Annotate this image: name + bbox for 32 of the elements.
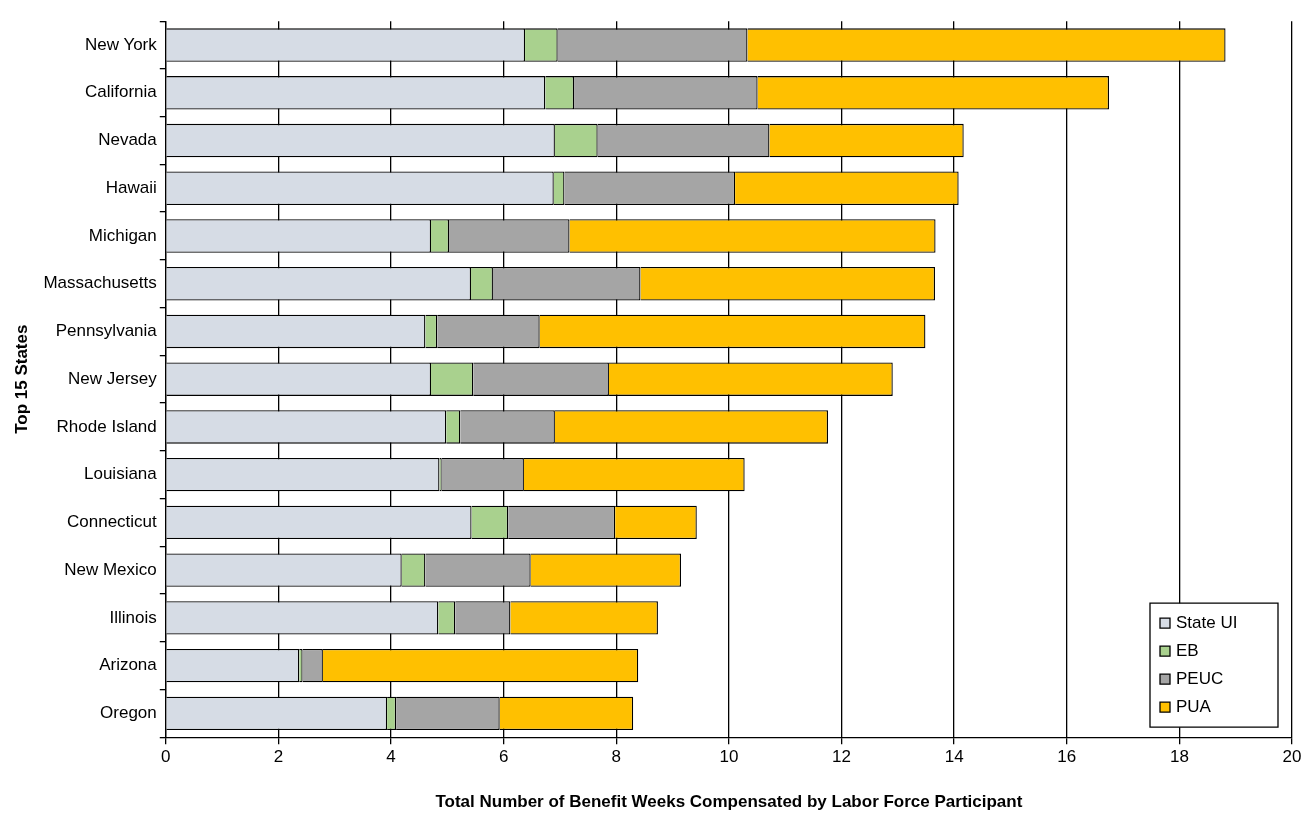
x-tick-label: 18 [1169, 747, 1189, 767]
x-tick-label: 10 [719, 747, 739, 767]
legend-label: State UI [1176, 612, 1238, 632]
x-tick-label: 0 [161, 747, 171, 767]
x-tick-label: 20 [1282, 747, 1302, 767]
y-tick-label: Connecticut [67, 512, 158, 532]
legend-label: EB [1176, 640, 1199, 660]
x-tick-label: 12 [832, 747, 851, 767]
y-tick-label: New Mexico [64, 559, 157, 579]
x-tick-label: 16 [1057, 747, 1077, 767]
y-tick-label: Illinois [109, 607, 157, 627]
y-tick-label: Massachusetts [43, 273, 157, 293]
x-tick-label: 2 [273, 747, 284, 767]
y-tick-label: California [84, 82, 158, 102]
y-tick-label: Michigan [88, 225, 157, 245]
x-tick-label: 8 [611, 747, 621, 767]
y-axis-title: Top 15 States [11, 324, 31, 434]
x-tick-label: 4 [386, 747, 396, 767]
y-tick-label: New York [84, 34, 158, 54]
y-tick-label: New Jersey [67, 368, 158, 388]
y-tick-label: Pennsylvania [55, 321, 158, 341]
x-tick-label: 14 [944, 747, 964, 767]
y-tick-label: Arizona [99, 655, 158, 675]
legend-label: PUA [1176, 696, 1212, 716]
y-tick-label: Nevada [98, 130, 158, 150]
legend-label: PEUC [1176, 668, 1224, 688]
x-axis-title: Total Number of Benefit Weeks Compensated by Labor Force Participant [435, 792, 1023, 812]
y-tick-label: Rhode Island [56, 416, 157, 436]
y-tick-label: Hawaii [105, 177, 157, 197]
y-tick-label: Louisiana [84, 464, 158, 484]
y-tick-label: Oregon [100, 703, 157, 723]
x-tick-label: 6 [498, 747, 509, 767]
